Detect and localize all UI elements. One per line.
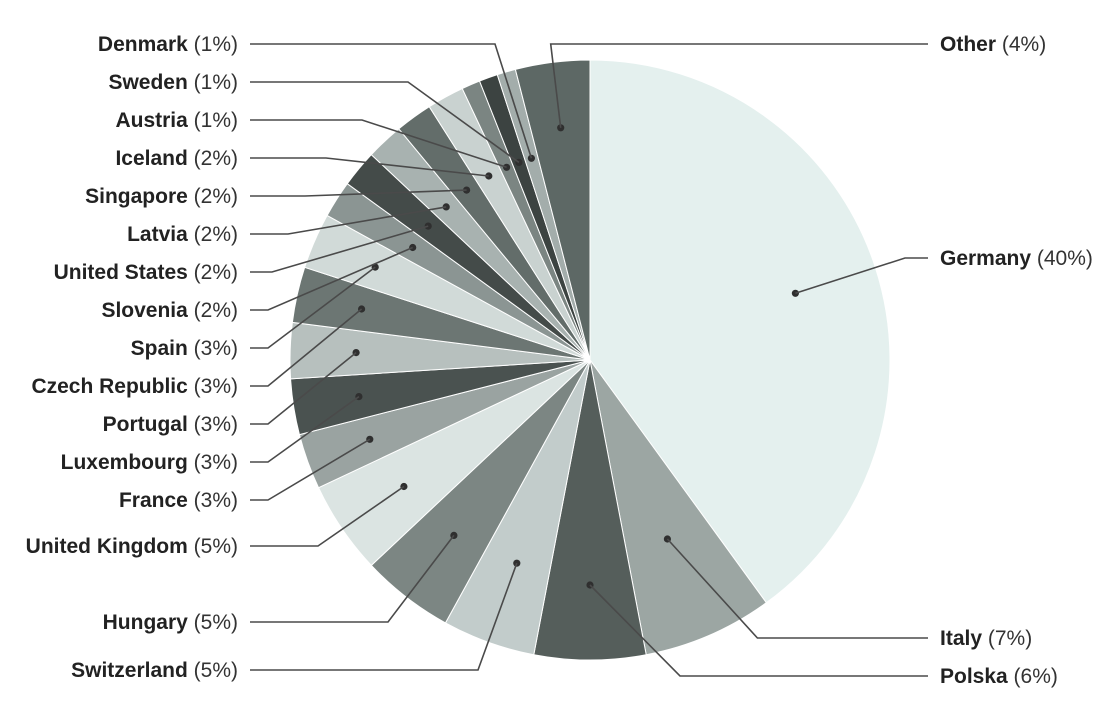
- slice-label-france: France (3%): [119, 489, 238, 512]
- slice-label-czech-republic: Czech Republic (3%): [31, 375, 238, 398]
- slice-label-name: Other: [940, 33, 996, 56]
- slice-label-value: (40%): [1031, 247, 1093, 270]
- slice-label-name: Luxembourg: [61, 451, 188, 474]
- slice-label-value: (4%): [996, 33, 1046, 56]
- leader-line-czech-republic: [250, 308, 363, 387]
- slice-label-value: (5%): [188, 535, 238, 558]
- slice-label-value: (6%): [1008, 665, 1058, 688]
- pie-slice-italy: [589, 359, 768, 656]
- slice-label-united-states: United States (2%): [54, 261, 238, 284]
- slice-label-name: Iceland: [115, 147, 187, 170]
- leader-line-united-kingdom: [250, 485, 405, 547]
- slice-label-value: (3%): [188, 375, 238, 398]
- slice-label-name: Italy: [940, 627, 982, 650]
- slice-label-value: (2%): [188, 223, 238, 246]
- slice-label-value: (1%): [188, 109, 238, 132]
- leader-line-other: [549, 43, 928, 128]
- slice-label-name: Spain: [131, 337, 188, 360]
- leader-line-switzerland: [250, 562, 518, 671]
- leader-line-polska: [589, 584, 928, 677]
- slice-label-value: (2%): [188, 299, 238, 322]
- leader-line-iceland: [250, 157, 489, 177]
- slice-label-name: Slovenia: [101, 299, 188, 322]
- slice-label-value: (5%): [188, 611, 238, 634]
- slice-label-value: (7%): [982, 627, 1032, 650]
- leader-line-austria: [250, 119, 507, 169]
- slice-label-italy: Italy (7%): [940, 627, 1032, 650]
- leader-line-latvia: [250, 206, 447, 235]
- leader-line-luxembourg: [250, 395, 360, 463]
- slice-label-polska: Polska (6%): [940, 665, 1058, 688]
- slice-label-united-kingdom: United Kingdom (5%): [26, 535, 238, 558]
- slice-label-value: (2%): [188, 261, 238, 284]
- pie-slices: [289, 59, 891, 661]
- slice-label-value: (3%): [188, 489, 238, 512]
- slice-label-spain: Spain (3%): [131, 337, 238, 360]
- leader-line-portugal: [250, 351, 357, 425]
- slice-label-iceland: Iceland (2%): [115, 147, 238, 170]
- leader-line-hungary: [250, 534, 455, 623]
- leader-line-germany: [795, 257, 928, 295]
- slice-label-value: (3%): [188, 337, 238, 360]
- slice-label-name: Portugal: [103, 413, 188, 436]
- slice-label-name: Latvia: [127, 223, 188, 246]
- slice-label-value: (2%): [188, 185, 238, 208]
- slice-label-slovenia: Slovenia (2%): [101, 299, 238, 322]
- slice-label-name: Czech Republic: [31, 375, 188, 398]
- slice-label-name: Sweden: [108, 71, 187, 94]
- slice-label-sweden: Sweden (1%): [108, 71, 238, 94]
- slice-label-value: (3%): [188, 451, 238, 474]
- leader-line-france: [250, 438, 371, 501]
- leader-line-singapore: [250, 189, 467, 197]
- leader-lines: [250, 43, 928, 677]
- leader-line-slovenia: [250, 246, 414, 311]
- slice-label-name: Hungary: [103, 611, 189, 634]
- leader-line-italy: [666, 538, 928, 639]
- slice-label-name: Austria: [115, 109, 188, 132]
- slice-label-singapore: Singapore (2%): [85, 185, 238, 208]
- slice-label-latvia: Latvia (2%): [127, 223, 238, 246]
- slice-labels: Germany (40%) Italy (7%) Polska (6%) Switze…: [26, 33, 1093, 688]
- slice-label-value: (3%): [188, 413, 238, 436]
- slice-label-name: United States: [54, 261, 188, 284]
- slice-label-denmark: Denmark (1%): [98, 33, 238, 56]
- leader-line-denmark: [250, 43, 533, 159]
- leader-line-united-states: [250, 225, 429, 273]
- leader-dot-other: [557, 124, 565, 132]
- slice-label-name: Polska: [940, 665, 1008, 688]
- slice-label-name: Germany: [940, 247, 1031, 270]
- slice-label-value: (2%): [188, 147, 238, 170]
- slice-label-austria: Austria (1%): [115, 109, 238, 132]
- slice-label-value: (5%): [188, 659, 238, 682]
- slice-label-portugal: Portugal (3%): [103, 413, 238, 436]
- slice-label-luxembourg: Luxembourg (3%): [61, 451, 238, 474]
- slice-label-name: Denmark: [98, 33, 188, 56]
- slice-label-name: Switzerland: [71, 659, 188, 682]
- leader-line-sweden: [250, 81, 520, 164]
- leader-line-spain: [250, 266, 376, 349]
- slice-label-hungary: Hungary (5%): [103, 611, 238, 634]
- slice-label-value: (1%): [188, 33, 238, 56]
- slice-label-germany: Germany (40%): [940, 247, 1093, 270]
- slice-label-switzerland: Switzerland (5%): [71, 659, 238, 682]
- slice-label-other: Other (4%): [940, 33, 1046, 56]
- slice-label-value: (1%): [188, 71, 238, 94]
- slice-label-name: Singapore: [85, 185, 188, 208]
- slice-label-name: France: [119, 489, 188, 512]
- slice-label-name: United Kingdom: [26, 535, 188, 558]
